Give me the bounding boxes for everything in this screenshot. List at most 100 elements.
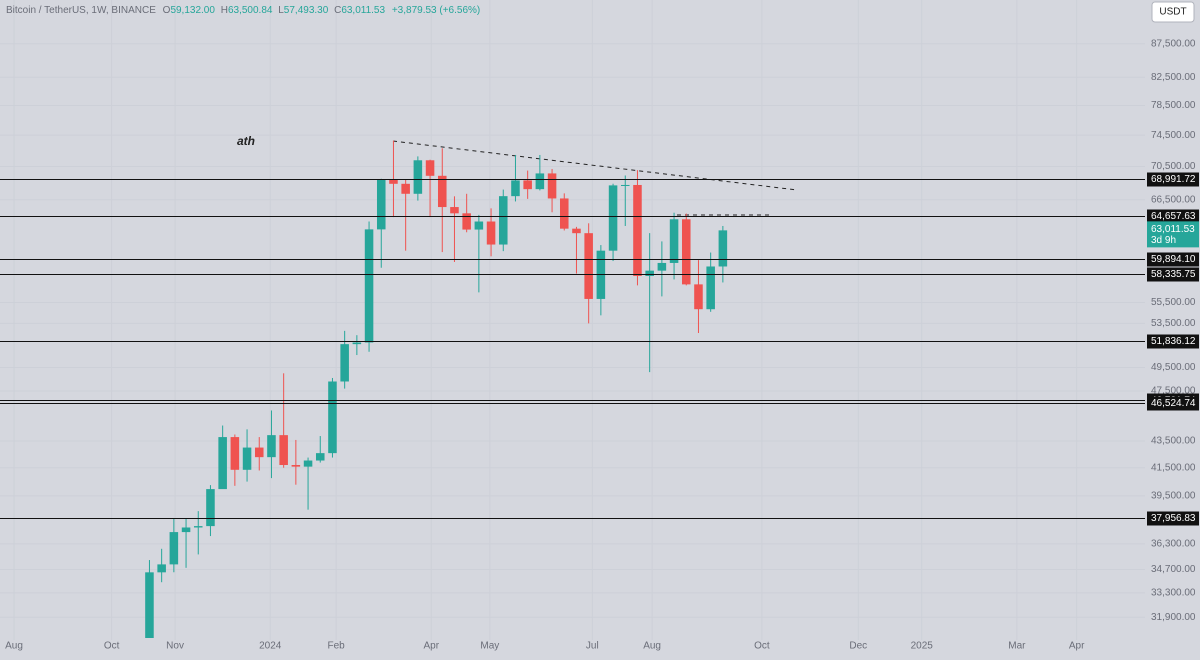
level-label-box	[1147, 511, 1199, 526]
currency-button[interactable]	[1151, 1, 1195, 23]
candle-body	[572, 228, 581, 234]
y-tick-label: 74,500.00	[1151, 130, 1196, 141]
candle-body	[657, 262, 667, 271]
level-label-box	[1147, 209, 1199, 224]
level-label-box	[1147, 396, 1199, 411]
symbol: Bitcoin / TetherUS, 1W, BINANCE	[6, 5, 156, 16]
candle-body	[633, 184, 642, 277]
x-tick-label: Oct	[104, 641, 120, 652]
candle-body	[303, 460, 313, 467]
y-tick-label: 70,500.00	[1151, 161, 1196, 172]
x-tick-label: Dec	[849, 641, 867, 652]
candle-body	[352, 342, 362, 345]
candle-body	[450, 207, 459, 214]
close: 63,011.53	[341, 5, 385, 16]
candle-body	[669, 219, 679, 263]
currency-button-label[interactable]: USDT	[1159, 7, 1186, 18]
candle-body	[584, 233, 593, 299]
candle-body	[474, 221, 484, 230]
candle-body	[328, 381, 337, 454]
y-tick-label: 78,500.00	[1151, 100, 1196, 111]
y-tick-label: 53,500.00	[1151, 318, 1196, 329]
y-tick-label: 49,500.00	[1151, 362, 1196, 373]
level-label-box	[1147, 334, 1199, 349]
candle-body	[291, 465, 301, 467]
candle-body	[645, 270, 654, 277]
candle-body	[535, 173, 545, 190]
candle-body	[242, 447, 252, 470]
candle-body	[498, 196, 508, 245]
level-label: 68,991.72	[1151, 174, 1196, 185]
candle-body	[547, 173, 557, 199]
candle-body	[681, 219, 691, 285]
y-tick-label: 82,500.00	[1151, 72, 1196, 83]
x-tick-label: Aug	[5, 641, 23, 652]
candle-body	[718, 230, 728, 267]
x-tick-label: Jul	[586, 641, 599, 652]
y-tick-label: 43,500.00	[1151, 436, 1196, 447]
candle-body	[620, 184, 630, 186]
countdown-label: 3d 9h	[1151, 235, 1176, 246]
candle-body	[608, 185, 618, 251]
candle-body	[401, 183, 410, 194]
x-tick-label: Oct	[754, 641, 770, 652]
low: 57,493.30	[284, 5, 329, 16]
trendline	[392, 140, 798, 191]
y-tick-label: 87,500.00	[1151, 38, 1196, 49]
level-label: 51,836.12	[1151, 336, 1196, 347]
level-label-box	[1147, 172, 1199, 187]
candle-body	[181, 527, 191, 533]
y-tick-label: 47,500.00	[1151, 386, 1196, 397]
candle-body	[364, 229, 374, 343]
high: 63,500.84	[228, 5, 273, 16]
candle-body	[425, 160, 435, 176]
level-label: 37,956.83	[1151, 513, 1196, 524]
y-tick-label: 33,300.00	[1151, 588, 1196, 599]
grid	[0, 0, 1145, 640]
change: +3,879.53 (+6.56%)	[392, 5, 480, 16]
x-tick-label: Apr	[424, 641, 440, 652]
y-tick-label: 39,500.00	[1151, 490, 1196, 501]
last-price-label: 63,011.53	[1151, 224, 1195, 235]
x-tick-label: 2024	[259, 641, 282, 652]
candle-body	[315, 453, 325, 461]
x-tick-label: Apr	[1069, 641, 1085, 652]
candle-body	[193, 526, 203, 528]
candle-body	[437, 175, 447, 208]
candle-body	[169, 532, 179, 565]
candle-body	[523, 180, 532, 190]
level-label-box	[1147, 252, 1199, 267]
x-tick-label: Aug	[643, 641, 661, 652]
candle-body	[279, 435, 288, 466]
candle-body	[267, 435, 276, 458]
candle-body	[413, 160, 423, 194]
y-tick-label: 66,500.00	[1151, 194, 1196, 205]
candle-body	[486, 221, 496, 245]
candle-body	[559, 198, 569, 229]
level-label: 59,894.10	[1151, 254, 1196, 265]
level-label: 58,335.75	[1151, 269, 1196, 280]
plot-area	[0, 140, 1145, 638]
candle-body	[511, 180, 520, 197]
candle-body	[706, 266, 715, 310]
x-tick-label: Mar	[1008, 641, 1026, 652]
x-tick-label: May	[480, 641, 499, 652]
open: 59,132.00	[170, 5, 215, 16]
y-tick-label: 55,500.00	[1151, 297, 1196, 308]
x-tick-label: Feb	[328, 641, 346, 652]
candle-body	[145, 572, 154, 638]
y-tick-label: 36,300.00	[1151, 538, 1196, 549]
annotation: ath	[237, 134, 255, 148]
level-label-box	[1147, 267, 1199, 282]
candle-body	[462, 213, 471, 230]
x-tick-label: 2025	[911, 641, 934, 652]
level-label: 46,524.74	[1151, 398, 1196, 409]
candle-body	[694, 284, 703, 310]
y-tick-label: 34,700.00	[1151, 564, 1196, 575]
y-tick-label: 31,900.00	[1151, 612, 1196, 623]
level-label: 64,657.63	[1151, 211, 1196, 222]
header: Bitcoin / TetherUS, 1W, BINANCE O59,132.…	[6, 5, 480, 16]
candle-body	[389, 179, 398, 184]
candle-body	[218, 437, 227, 490]
